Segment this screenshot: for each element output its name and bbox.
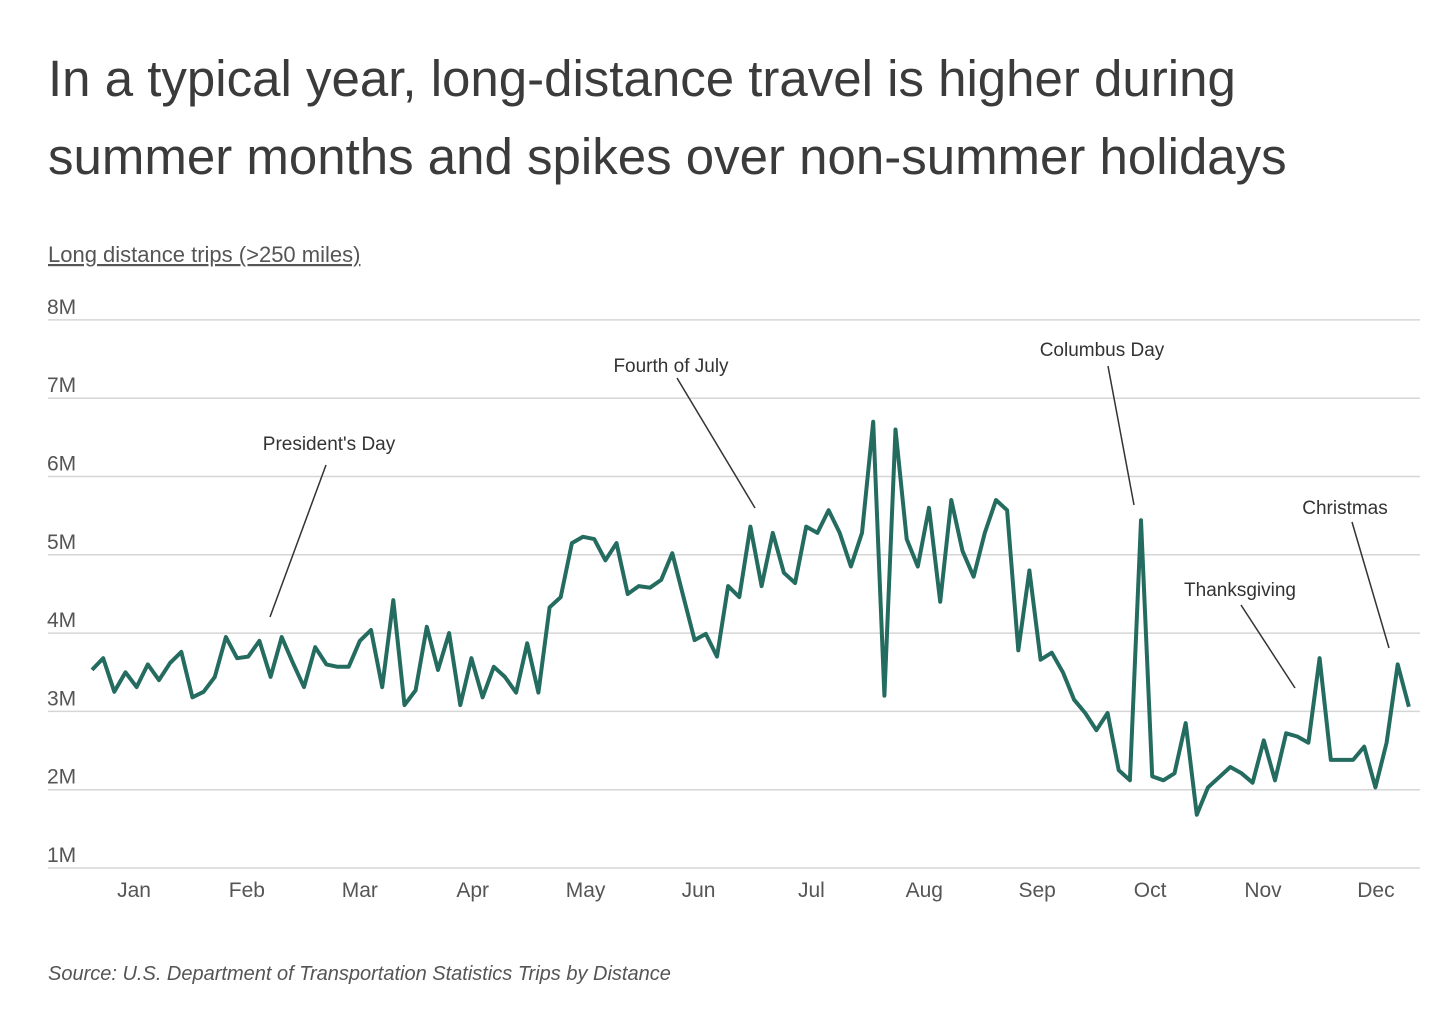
y-tick-label: 1M xyxy=(47,844,76,867)
chart-title-line-2: summer months and spikes over non-summer… xyxy=(48,128,1287,185)
annotation-leader-line xyxy=(1351,521,1390,649)
x-tick-label: Sep xyxy=(1019,879,1056,902)
annotation-label: Thanksgiving xyxy=(1184,580,1296,601)
annotation: Fourth of July xyxy=(613,356,756,509)
x-tick-label: Nov xyxy=(1244,879,1282,902)
y-axis-label: Long distance trips (>250 miles) xyxy=(48,242,360,267)
x-tick-label: Dec xyxy=(1357,879,1394,902)
x-tick-label: Jul xyxy=(798,879,825,902)
x-tick-label: Jan xyxy=(117,879,151,902)
y-tick-labels: 1M 2M 3M 4M 5M 6M 7M 8M xyxy=(47,296,76,867)
x-tick-label: May xyxy=(566,879,606,902)
y-tick-label: 4M xyxy=(47,609,76,632)
y-tick-label: 2M xyxy=(47,766,76,789)
x-tick-label: Jun xyxy=(682,879,716,902)
annotation-label: Fourth of July xyxy=(613,356,729,377)
annotation-label: Columbus Day xyxy=(1040,340,1165,361)
y-tick-label: 7M xyxy=(47,374,76,397)
y-tick-label: 8M xyxy=(47,296,76,319)
y-tick-label: 5M xyxy=(47,531,76,554)
x-tick-labels: Jan Feb Mar Apr May Jun Jul Aug Sep Oct Nov Dec xyxy=(117,879,1395,902)
annotation-leader-line xyxy=(1240,604,1296,689)
gridlines xyxy=(48,319,1420,869)
annotation-leader-line xyxy=(676,377,756,509)
annotation: Thanksgiving xyxy=(1184,580,1296,689)
x-tick-label: Mar xyxy=(342,879,378,902)
annotation-label: Christmas xyxy=(1302,498,1388,519)
annotation-label: President's Day xyxy=(263,434,396,455)
source-note: Source: U.S. Department of Transportatio… xyxy=(48,963,671,985)
y-tick-label: 6M xyxy=(47,453,76,476)
annotation: Christmas xyxy=(1302,498,1390,649)
annotation: Columbus Day xyxy=(1040,340,1165,506)
x-tick-label: Oct xyxy=(1134,879,1167,902)
annotation-leader-line xyxy=(1107,365,1135,506)
chart-title-line-1: In a typical year, long-distance travel … xyxy=(48,50,1236,107)
annotations: President's Day Fourth of July Columbus Da… xyxy=(263,340,1390,689)
x-tick-label: Feb xyxy=(229,879,265,902)
series-line xyxy=(90,419,1411,817)
annotation-leader-line xyxy=(269,464,327,618)
x-tick-label: Apr xyxy=(456,879,489,902)
annotation: President's Day xyxy=(263,434,396,618)
y-tick-label: 3M xyxy=(47,687,76,710)
x-tick-label: Aug xyxy=(906,879,943,902)
